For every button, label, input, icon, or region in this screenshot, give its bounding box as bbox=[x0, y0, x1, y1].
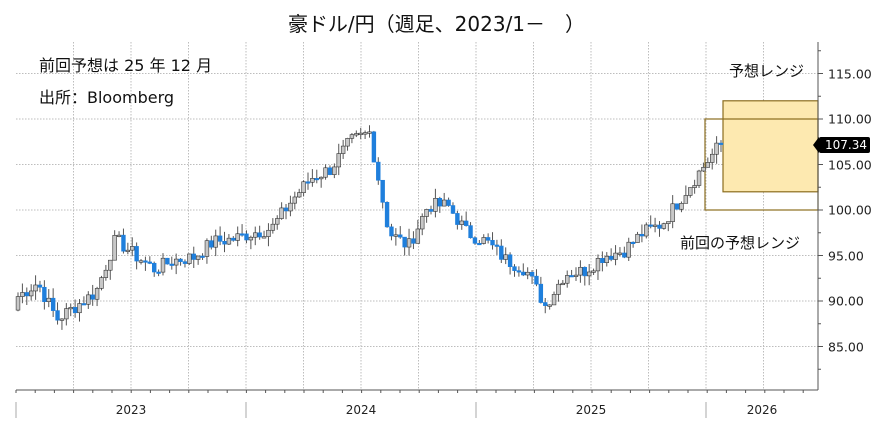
forecast-range-box bbox=[722, 100, 819, 193]
previous-range-label: 前回の予想レンジ bbox=[680, 234, 801, 252]
y-tick-label: 115.00 bbox=[828, 66, 872, 81]
source-note: 出所：Bloomberg bbox=[39, 88, 175, 107]
forecast-range-label: 予想レンジ bbox=[729, 62, 805, 80]
x-tick-label: 2025 bbox=[575, 403, 607, 417]
chart-title: 豪ドル/円（週足、2023/1－ ） bbox=[287, 12, 586, 36]
x-tick-label: 2026 bbox=[746, 403, 778, 417]
axes bbox=[15, 42, 823, 418]
y-tick-label: 105.00 bbox=[828, 157, 872, 172]
gridlines bbox=[16, 42, 818, 390]
y-tick-label: 110.00 bbox=[828, 111, 872, 127]
last-price-badge: 107.34 bbox=[813, 137, 870, 153]
candles bbox=[15, 125, 724, 330]
y-tick-label: 95.00 bbox=[828, 248, 864, 263]
x-tick-label: 2023 bbox=[115, 403, 147, 417]
y-tick-label: 90.00 bbox=[828, 293, 864, 309]
x-tick-label: 2024 bbox=[345, 403, 377, 417]
previous-forecast-note: 前回予想は 25 年 12 月 bbox=[39, 56, 213, 75]
y-tick-label: 85.00 bbox=[828, 339, 864, 354]
y-tick-label: 100.00 bbox=[828, 202, 872, 218]
